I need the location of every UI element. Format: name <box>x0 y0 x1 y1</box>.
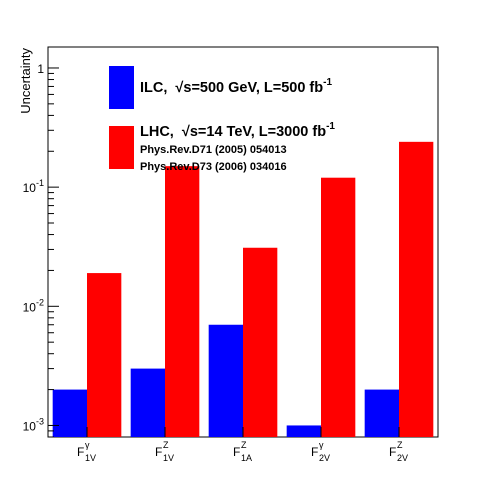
y-axis: 10-3 10-2 10-1 1 <box>23 62 59 438</box>
legend-swatch-lhc <box>109 126 134 169</box>
svg-text:Z: Z <box>397 440 403 450</box>
svg-text:F: F <box>77 445 84 459</box>
y-tick-label: 1 <box>37 62 44 76</box>
svg-text:1V: 1V <box>163 453 174 463</box>
legend-entry-ilc: ILC, √s=500 GeV, L=500 fb-1 <box>109 66 332 109</box>
bar-lhc-4 <box>321 177 356 437</box>
sqrt-symbol: √ <box>175 80 183 96</box>
svg-text:1A: 1A <box>241 453 252 463</box>
svg-text:F: F <box>155 445 162 459</box>
svg-text:γ: γ <box>85 440 90 450</box>
bar-lhc-5 <box>399 141 434 437</box>
legend-entry-lhc: LHC, √s=14 TeV, L=3000 fb-1 Phys.Rev.D71… <box>109 121 335 173</box>
y-axis-label: Uncertainty <box>18 48 33 114</box>
bar-ilc-5 <box>364 389 399 437</box>
svg-text:F: F <box>311 445 318 459</box>
bar-ilc-2 <box>130 368 165 437</box>
bar-lhc-1 <box>87 273 122 437</box>
bar-lhc-3 <box>243 247 278 437</box>
legend-ref-1: Phys.Rev.D71 (2005) 054013 <box>140 144 287 156</box>
svg-text:F: F <box>389 445 396 459</box>
svg-text:2V: 2V <box>319 453 330 463</box>
bar-lhc-2 <box>165 166 200 437</box>
legend-label-ilc: ILC, √s=500 GeV, L=500 fb-1 <box>140 77 332 96</box>
svg-text:γ: γ <box>319 440 324 450</box>
legend: ILC, √s=500 GeV, L=500 fb-1 LHC, √s=14 T… <box>109 66 335 173</box>
bar-ilc-1 <box>52 389 87 437</box>
y-tick-label: 10-3 <box>23 416 44 433</box>
legend-label-lhc: LHC, √s=14 TeV, L=3000 fb-1 <box>140 121 335 140</box>
y-tick-label: 10-1 <box>23 178 44 195</box>
y-tick-label: 10-2 <box>23 297 44 314</box>
svg-text:F: F <box>233 445 240 459</box>
svg-text:Z: Z <box>241 440 247 450</box>
x-tick-label: F Z 1A <box>233 440 252 463</box>
legend-swatch-ilc <box>109 66 134 109</box>
bar-ilc-4 <box>286 425 321 437</box>
bars-layer <box>52 141 434 437</box>
legend-ref-2: Phys.Rev.D73 (2006) 034016 <box>140 161 287 173</box>
svg-text:Z: Z <box>163 440 169 450</box>
bar-ilc-3 <box>208 324 243 437</box>
svg-text:1V: 1V <box>85 453 96 463</box>
svg-text:2V: 2V <box>397 453 408 463</box>
sqrt-symbol: √ <box>182 124 190 140</box>
x-tick-label: F Z 1V <box>155 440 174 463</box>
x-tick-label: F Z 2V <box>389 440 408 463</box>
